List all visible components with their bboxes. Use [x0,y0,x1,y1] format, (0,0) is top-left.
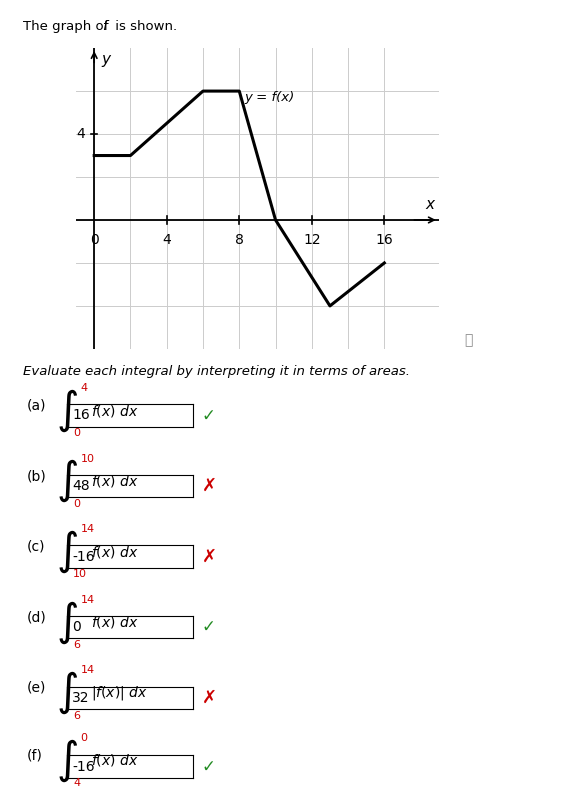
Text: ✗: ✗ [202,548,217,565]
Text: $f(x)\ dx$: $f(x)\ dx$ [91,752,138,768]
Text: -16: -16 [73,759,95,774]
Text: Evaluate each integral by interpreting it in terms of areas.: Evaluate each integral by interpreting i… [23,365,411,378]
Text: 4: 4 [163,233,171,247]
Text: $f(x)\ dx$: $f(x)\ dx$ [91,614,138,630]
Text: 4: 4 [81,383,88,393]
Text: 4: 4 [77,127,85,141]
Text: ✗: ✗ [202,689,217,707]
Text: (f): (f) [26,748,42,762]
Text: $f(x)\ dx$: $f(x)\ dx$ [91,403,138,419]
Text: $\int$: $\int$ [56,737,78,784]
Text: 0: 0 [90,233,98,247]
Text: 14: 14 [81,666,95,675]
Text: $f(x)\ dx$: $f(x)\ dx$ [91,544,138,560]
Text: $|f(x)|\ dx$: $|f(x)|\ dx$ [91,684,147,702]
Text: (d): (d) [26,610,46,624]
Text: ✓: ✓ [202,618,216,636]
Text: (c): (c) [26,540,45,553]
Text: ✓: ✓ [202,407,216,424]
Text: f: f [102,20,107,33]
Text: -16: -16 [73,549,95,564]
Text: (e): (e) [26,681,46,695]
Text: x: x [425,197,434,213]
Text: y = f(x): y = f(x) [245,91,295,104]
Text: $\int$: $\int$ [56,387,78,434]
Text: 6: 6 [73,711,80,720]
Text: 16: 16 [376,233,393,247]
Text: 10: 10 [81,454,95,464]
Text: The graph of: The graph of [23,20,113,33]
Text: is shown.: is shown. [111,20,177,33]
Text: 16: 16 [73,408,90,423]
Text: y: y [101,52,111,67]
Text: $\int$: $\int$ [56,458,78,504]
Text: (a): (a) [26,399,46,412]
Text: ✗: ✗ [202,477,217,495]
Text: (b): (b) [26,469,46,483]
Text: 0: 0 [73,428,80,438]
Text: $\int$: $\int$ [56,529,78,575]
Text: 8: 8 [235,233,244,247]
Text: 14: 14 [81,595,95,605]
Text: ✓: ✓ [202,758,216,776]
Text: ⓘ: ⓘ [464,334,472,347]
Text: 0: 0 [73,620,81,634]
Text: 0: 0 [81,733,88,743]
Text: $\int$: $\int$ [56,599,78,646]
Text: 48: 48 [73,479,90,493]
Text: 32: 32 [73,691,90,705]
Text: 4: 4 [73,778,80,788]
Text: 6: 6 [73,640,80,650]
Text: 10: 10 [73,569,87,579]
Text: 0: 0 [73,499,80,508]
Text: 14: 14 [81,525,95,534]
Text: $f(x)\ dx$: $f(x)\ dx$ [91,473,138,489]
Text: $\int$: $\int$ [56,670,78,716]
Text: 12: 12 [303,233,321,247]
